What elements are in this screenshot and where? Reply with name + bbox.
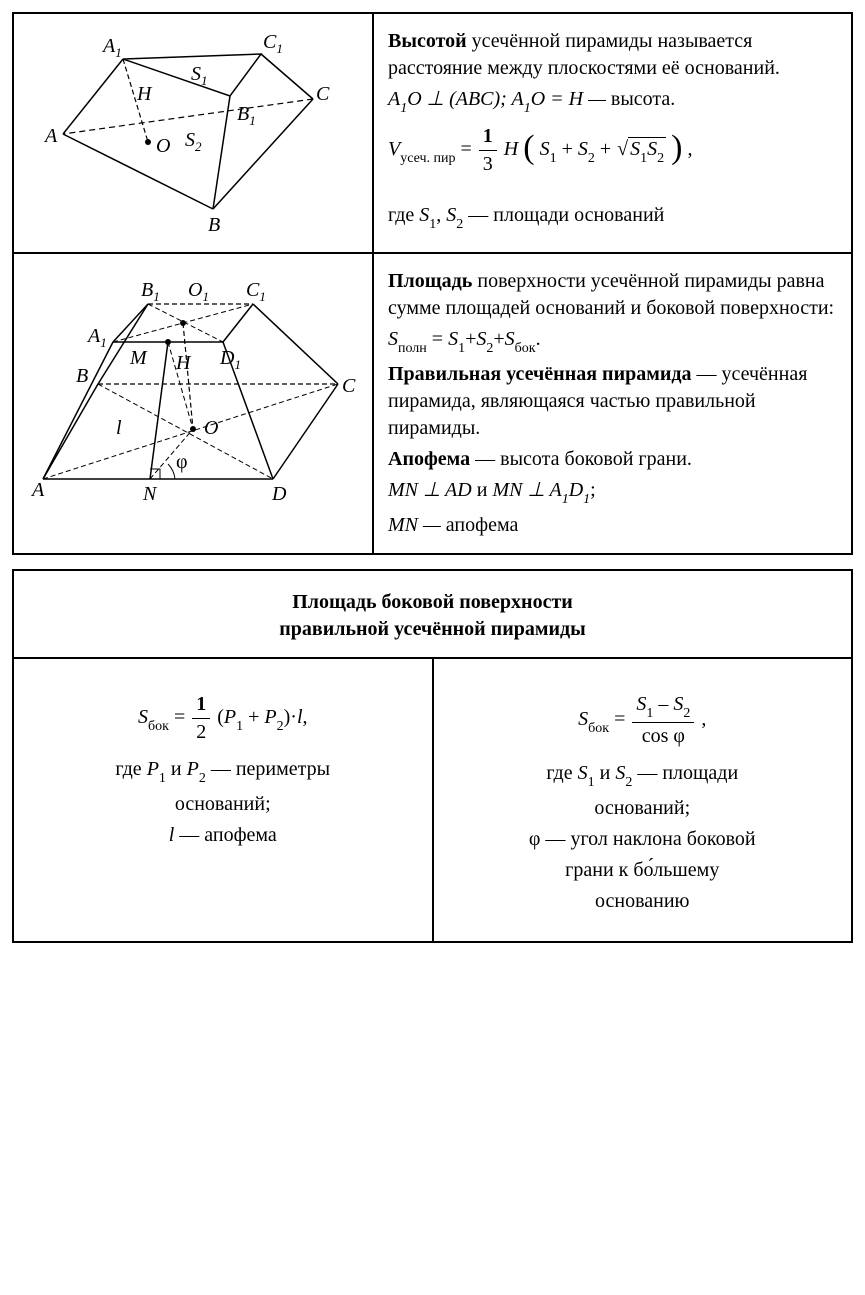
svg-text:C1: C1 (263, 31, 283, 56)
svg-text:A: A (43, 125, 58, 147)
svg-text:H: H (175, 352, 192, 374)
lateral-area-cos: Sбок = S1 – S2 cos φ , (452, 691, 834, 750)
svg-text:D1: D1 (219, 347, 241, 372)
right-bases: оснований; (452, 795, 834, 822)
svg-text:S2: S2 (185, 129, 202, 154)
svg-text:B: B (208, 214, 220, 234)
svg-text:B1: B1 (237, 103, 256, 128)
svg-text:S1: S1 (191, 63, 208, 88)
svg-text:C1: C1 (246, 279, 266, 304)
svg-text:A1: A1 (101, 35, 122, 60)
svg-text:O1: O1 (188, 279, 209, 304)
svg-text:H: H (136, 83, 153, 105)
right-formula-cell: Sбок = S1 – S2 cos φ , где S1 и S2 — пло… (433, 658, 853, 942)
svg-text:C: C (342, 375, 356, 397)
svg-text:O: O (156, 135, 170, 157)
volume-formula: Vусеч. пир = 13 H ( S1 + S2 + S1S2 ) , (388, 123, 837, 178)
svg-text:C: C (316, 83, 330, 105)
mn-perp: MN ⊥ AD и MN ⊥ A1D1; (388, 477, 837, 508)
height-formula-line: A1O ⊥ (ABC); A1O = H — высота. (388, 86, 837, 117)
bottom-table: Площадь боковой поверхности правильной у… (12, 569, 853, 943)
right-line-5: основанию (452, 888, 834, 915)
area-definition: Площадь поверхности усечённой пирамиды р… (388, 268, 837, 322)
apothem-def: Апофема — высота боковой грани. (388, 446, 837, 473)
left-l-def: l — апофема (32, 822, 414, 849)
header-line-1: Площадь боковой поверхности (24, 589, 841, 616)
top-table: A1 C1 S1 H C A O S2 B1 B Высотой усечённ… (12, 12, 853, 555)
height-definition: Высотой усечённой пирамиды называется ра… (388, 28, 837, 82)
row2-text-cell: Площадь поверхности усечённой пирамиды р… (373, 253, 852, 554)
full-area-formula: Sполн = S1+S2+Sбок. (388, 326, 837, 357)
svg-text:M: M (129, 347, 148, 369)
svg-text:O: O (204, 417, 218, 439)
svg-text:A1: A1 (86, 325, 107, 350)
svg-text:A: A (30, 479, 45, 501)
lateral-area-perimeters: Sбок = 12 (P1 + P2)·l, (32, 691, 414, 746)
svg-text:B: B (76, 365, 88, 387)
truncated-pyramid-triangle-figure: A1 C1 S1 H C A O S2 B1 B (33, 24, 353, 234)
left-where: где P1 и P2 — периметры (32, 756, 414, 787)
svg-text:l: l (116, 417, 122, 439)
row1-text-cell: Высотой усечённой пирамиды называется ра… (373, 13, 852, 253)
figure-1-cell: A1 C1 S1 H C A O S2 B1 B (13, 13, 373, 253)
header-line-2: правильной усечённой пирамиды (24, 616, 841, 643)
right-where: где S1 и S2 — площади (452, 760, 834, 791)
left-formula-cell: Sбок = 12 (P1 + P2)·l, где P1 и P2 — пер… (13, 658, 433, 942)
figure-2-cell: B1 O1 C1 A1 M H D1 B C l O φ A N D (13, 253, 373, 554)
mn-apothem: MN — апофема (388, 512, 837, 539)
svg-text:N: N (142, 483, 158, 505)
right-line-4: грани к бо́льшему (452, 857, 834, 884)
bottom-header: Площадь боковой поверхности правильной у… (13, 570, 852, 658)
right-phi-def: φ — угол наклона боковой (452, 826, 834, 853)
truncated-pyramid-quad-figure: B1 O1 C1 A1 M H D1 B C l O φ A N D (28, 264, 358, 524)
bold-word: Высотой (388, 30, 467, 52)
svg-text:φ: φ (176, 451, 188, 473)
svg-text:D: D (271, 483, 287, 505)
left-bases: оснований; (32, 791, 414, 818)
where-clause-1: где S1, S2 — площади оснований (388, 202, 837, 233)
svg-text:B1: B1 (141, 279, 160, 304)
regular-truncated-def: Правильная усечённая пирамида — усечённа… (388, 361, 837, 442)
